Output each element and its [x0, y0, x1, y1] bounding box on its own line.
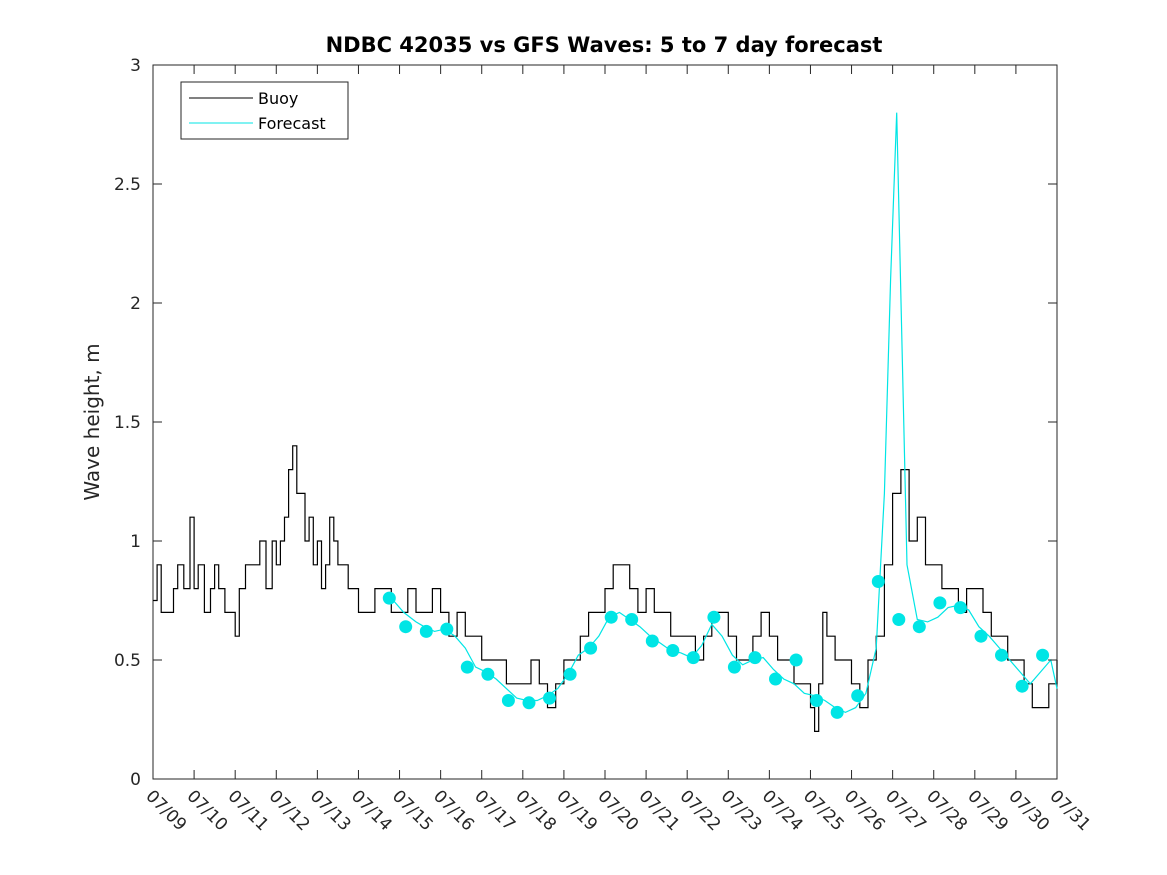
forecast-marker	[460, 660, 474, 674]
series-layer	[153, 112, 1058, 733]
y-tick-label: 0	[130, 770, 141, 790]
forecast-marker	[419, 624, 433, 638]
chart-title: NDBC 42035 vs GFS Waves: 5 to 7 day fore…	[326, 33, 883, 57]
forecast-marker	[481, 667, 495, 681]
legend-buoy-label: Buoy	[258, 89, 298, 108]
forecast-markers	[382, 575, 1050, 719]
plot-frame	[152, 64, 1058, 780]
forecast-marker	[1015, 679, 1029, 693]
forecast-marker	[604, 610, 618, 624]
forecast-marker	[522, 696, 536, 710]
forecast-marker	[933, 596, 947, 610]
forecast-marker	[707, 610, 721, 624]
forecast-marker	[563, 667, 577, 681]
plot-area	[152, 64, 1058, 780]
forecast-marker	[871, 575, 885, 588]
forecast-marker	[625, 613, 639, 626]
legend-forecast-label: Forecast	[258, 114, 326, 133]
y-tick-label: 2.5	[114, 175, 141, 195]
forecast-marker	[399, 620, 413, 634]
forecast-marker	[851, 689, 865, 703]
forecast-marker	[892, 613, 906, 626]
forecast-marker	[974, 629, 988, 643]
forecast-marker	[953, 601, 967, 615]
forecast-marker	[810, 694, 824, 707]
forecast-marker	[666, 644, 680, 657]
y-tick-label: 3	[130, 56, 141, 76]
y-tick-label: 1	[130, 532, 141, 552]
forecast-marker	[1036, 648, 1050, 662]
y-tick-label: 1.5	[114, 413, 141, 433]
series-line-forecast	[390, 112, 1058, 714]
forecast-marker	[584, 641, 598, 655]
forecast-marker	[382, 591, 396, 605]
legend-box	[180, 81, 349, 140]
forecast-marker	[912, 620, 926, 634]
forecast-marker	[501, 694, 515, 707]
forecast-marker	[440, 622, 454, 636]
y-tick-label: 0.5	[114, 651, 141, 671]
y-axis-label: Wave height, m	[80, 343, 104, 500]
forecast-marker	[830, 705, 844, 719]
legend: Buoy Forecast	[180, 81, 349, 140]
y-tick-label: 2	[130, 294, 141, 314]
forecast-marker	[645, 634, 659, 648]
series-line-buoy	[153, 445, 1058, 733]
forecast-marker	[727, 660, 741, 674]
y-axis: 0 0.5 1 1.5 2 2.5 3	[114, 56, 1057, 790]
forecast-marker	[995, 648, 1008, 662]
forecast-marker	[748, 651, 762, 665]
forecast-marker	[686, 651, 700, 665]
forecast-marker	[789, 653, 803, 667]
forecast-marker	[543, 691, 556, 705]
forecast-marker	[769, 672, 782, 686]
